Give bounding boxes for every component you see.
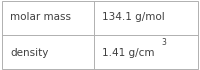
Text: 134.1 g/mol: 134.1 g/mol [102, 13, 165, 22]
Text: density: density [10, 48, 48, 57]
Text: 3: 3 [161, 38, 166, 47]
Text: molar mass: molar mass [10, 13, 71, 22]
Text: 1.41 g/cm: 1.41 g/cm [102, 48, 154, 57]
